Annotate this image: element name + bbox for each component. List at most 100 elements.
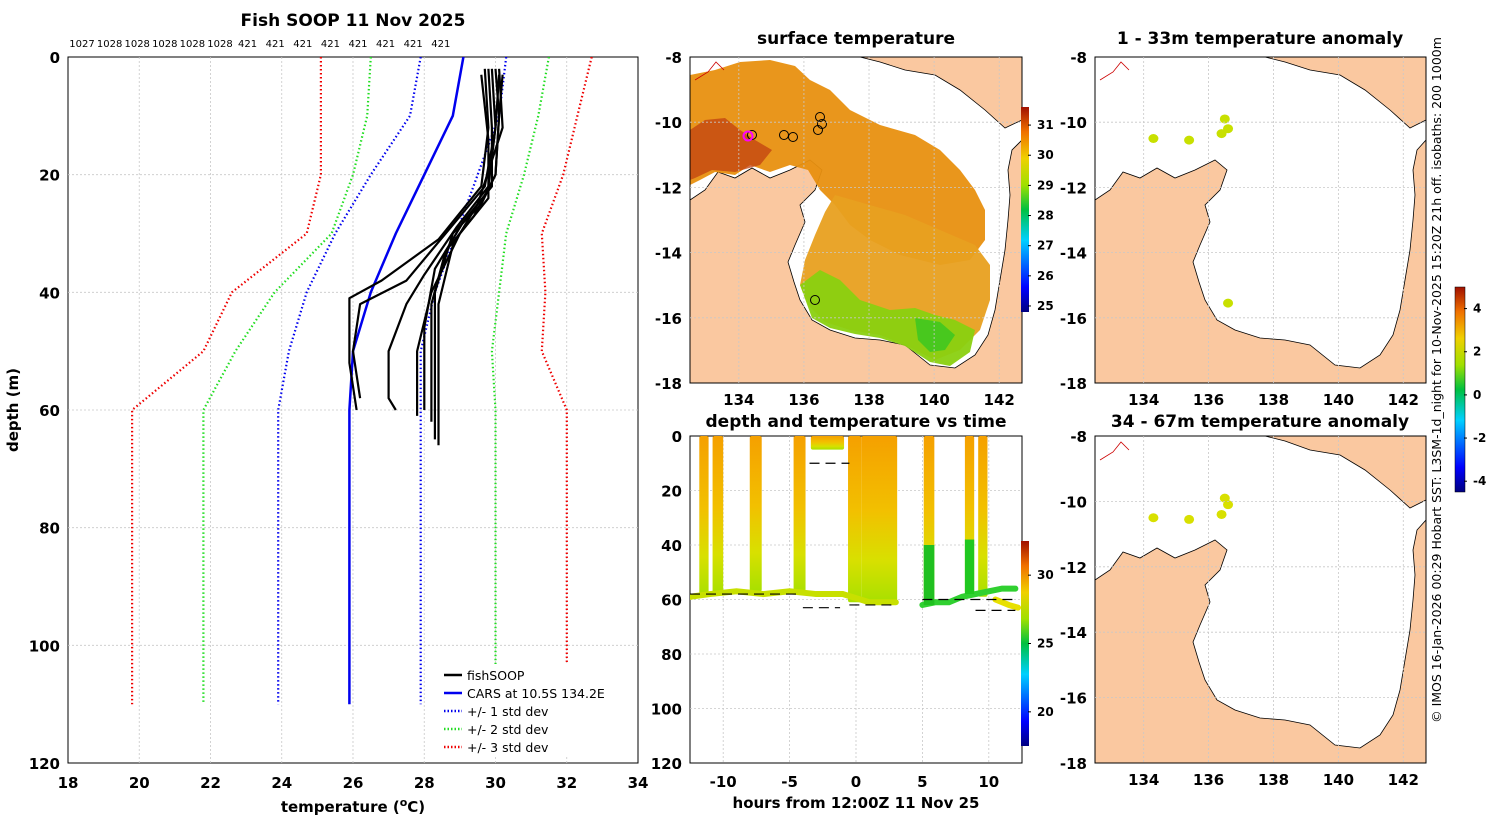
anomaly-shallow-points	[1148, 114, 1234, 308]
x-tick-label: 20	[129, 774, 150, 792]
anomaly-deep-panel: 34 - 67m temperature anomaly 134 136 138 14…	[1060, 286, 1486, 789]
lon-tick-label: 138	[853, 391, 884, 409]
legend-label-soop: fishSOOP	[467, 668, 525, 683]
soop-profile-line	[437, 68, 504, 446]
time-depth-title: depth and temperature vs time	[706, 412, 1007, 432]
lon-tick-label: 136	[788, 391, 819, 409]
track-marker	[788, 132, 798, 142]
x-tick-label: 26	[343, 774, 364, 792]
colorbar-tick-label: -2	[1473, 431, 1486, 445]
top-density-label: 421	[266, 39, 285, 50]
anomaly-point	[1223, 500, 1234, 510]
track-marker	[815, 112, 825, 122]
x-tick-label: 0	[851, 773, 861, 791]
png-land	[1264, 436, 1426, 509]
lon-tick-label: 138	[1258, 391, 1289, 409]
lat-tick-label: -10	[1060, 114, 1087, 132]
sst-map-grid	[690, 57, 1022, 383]
y-tick-label: 60	[661, 592, 682, 610]
series-line-std2	[202, 57, 372, 705]
series-line-std3	[540, 57, 593, 705]
lon-tick-label: 142	[1388, 391, 1419, 409]
lon-tick-label: 138	[1258, 771, 1289, 789]
anomaly-deep-content	[1095, 436, 1426, 763]
soop-profile-line	[423, 68, 493, 410]
legend-box	[438, 664, 612, 756]
profile-legend: fishSOOP CARS at 10.5S 134.2E +/- 1 std …	[438, 664, 612, 756]
y-tick-label: 100	[651, 701, 682, 719]
lat-tick-label: -14	[1060, 245, 1087, 263]
lon-tick-label: 134	[1128, 391, 1159, 409]
anomaly-point	[1184, 135, 1195, 145]
legend-label-std3: +/- 3 std dev	[467, 740, 549, 755]
profile-series	[131, 57, 593, 705]
profile-title: Fish SOOP 11 Nov 2025	[241, 11, 466, 31]
lat-tick-label: -12	[1060, 559, 1087, 577]
lon-tick-label: 140	[918, 391, 949, 409]
legend-label-std1: +/- 1 std dev	[467, 704, 549, 719]
cast-profile	[699, 436, 709, 597]
cast-profile	[712, 436, 724, 595]
lat-tick-label: -10	[655, 114, 682, 132]
anomaly-point	[1219, 114, 1230, 124]
series-line-std2	[490, 57, 550, 705]
time-depth-panel: depth and temperature vs time -10 -5 0 5 100…	[651, 412, 1054, 812]
top-density-label: 421	[348, 39, 367, 50]
lat-tick-label: -14	[1060, 624, 1087, 642]
x-tick-label: 22	[200, 774, 221, 792]
colorbar-tick-label: 0	[1473, 388, 1481, 402]
colorbar-tick-label: 20	[1037, 705, 1054, 719]
x-tick-label: -10	[710, 773, 737, 791]
series-line-cars	[348, 57, 465, 705]
sst-map-title: surface temperature	[757, 29, 955, 49]
anomaly-point	[1216, 509, 1227, 519]
series-line-std1	[419, 57, 508, 705]
x-tick-label: 5	[917, 773, 927, 791]
cast-profile	[810, 436, 845, 450]
png-coast-red	[1099, 441, 1130, 461]
lon-tick-label: 134	[1128, 771, 1159, 789]
lat-tick-label: -18	[1060, 755, 1087, 773]
top-density-label: 1028	[97, 39, 122, 50]
x-tick-label: 18	[58, 774, 79, 792]
cast-green	[964, 539, 975, 595]
profile-ylabel: depth (m)	[4, 368, 22, 452]
top-density-label: 421	[431, 39, 450, 50]
y-tick-label: 0	[50, 49, 60, 67]
colorbar-tick-label: 28	[1037, 209, 1054, 223]
colorbar-tick-label: 30	[1037, 148, 1054, 162]
cast-green	[923, 545, 935, 605]
top-density-label: 1028	[180, 39, 205, 50]
current-position-marker	[742, 130, 754, 142]
y-tick-label: 80	[39, 520, 60, 538]
y-tick-label: 0	[672, 428, 682, 446]
australia-land	[1095, 139, 1426, 383]
anomaly-deep-title: 34 - 67m temperature anomaly	[1111, 412, 1409, 432]
top-density-label: 1028	[124, 39, 149, 50]
x-tick-label: 30	[485, 774, 506, 792]
lon-tick-label: 140	[1323, 391, 1354, 409]
anomaly-deep-ticks: 134 136 138 140 142 -8 -10 -12 -14 -16 -18	[1060, 428, 1419, 789]
profile-ticks: 18 20 22 24 26 28 30 32 34 0 20 40 60 80 100 120	[29, 49, 649, 792]
australia-land	[1095, 519, 1426, 763]
time-depth-series	[690, 436, 1022, 612]
anomaly-shallow-grid	[1095, 57, 1426, 383]
y-tick-label: 120	[651, 755, 682, 773]
lat-tick-label: -18	[1060, 375, 1087, 393]
australia-land	[690, 139, 1022, 383]
top-density-label: 421	[376, 39, 395, 50]
anomaly-deep-frame	[1094, 435, 1427, 764]
anomaly-colorbar	[1454, 286, 1466, 493]
sst-map-panel: surface temperature 134 136 138	[655, 29, 1054, 409]
top-density-label: 421	[293, 39, 312, 50]
time-depth-colorbar-ticks: 30 25 20	[1028, 568, 1054, 719]
lat-tick-label: -18	[655, 375, 682, 393]
anomaly-point	[1148, 134, 1159, 143]
lon-tick-label: 136	[1193, 771, 1224, 789]
colorbar-tick-label: 25	[1037, 637, 1054, 651]
anomaly-deep-points	[1148, 493, 1234, 524]
x-tick-label: -5	[781, 773, 798, 791]
sst-map-ticks: 134 136 138 140 142 -8 -10 -12 -14 -16 -18	[655, 49, 1015, 409]
anomaly-deep-grid	[1095, 436, 1426, 763]
